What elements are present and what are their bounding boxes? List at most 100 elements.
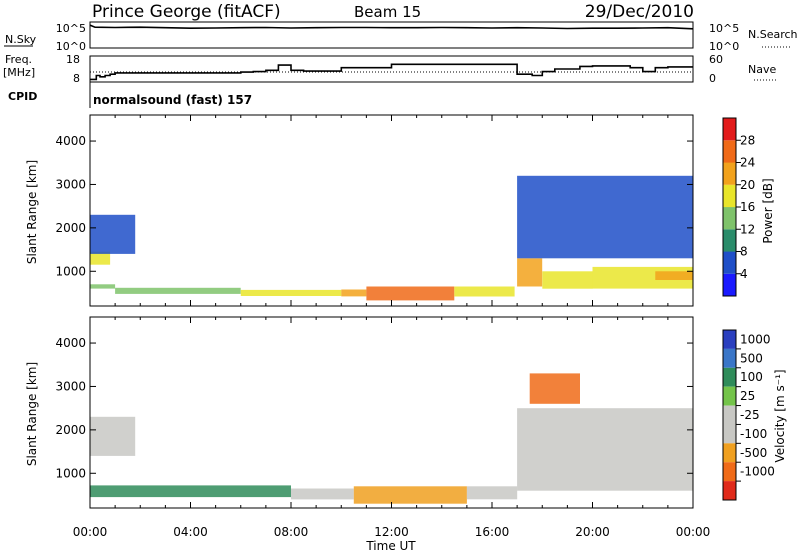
power-colorbar-tick-label: 24 [740, 156, 755, 170]
nsky-series-line [89, 24, 694, 30]
power-colorbar-segment [723, 251, 736, 274]
cpid-value: normalsound (fast) 157 [93, 93, 252, 107]
ytick-label: 1000 [55, 466, 86, 480]
xtick-label: 08:00 [274, 525, 309, 539]
power-xaxis-ticks [89, 115, 694, 306]
nave-tick-bottom: 0 [709, 72, 716, 85]
velocity-colorbar-segment [723, 424, 736, 444]
date-label: 29/Dec/2010 [585, 2, 694, 22]
xtick-label: 20:00 [575, 525, 610, 539]
velocity-heatmap [90, 373, 693, 504]
power-region [90, 214, 136, 254]
beam-label: Beam 15 [354, 3, 421, 21]
xaxis-label: Time UT [365, 539, 416, 553]
power-region [655, 271, 693, 280]
velocity-yaxis: 1000 2000 3000 4000 [55, 336, 693, 480]
power-colorbar-segment [723, 162, 736, 185]
velocity-colorbar-tick-label: -500 [740, 446, 767, 460]
power-colorbar-segment [723, 184, 736, 208]
velocity-colorbar-tick-label: 1000 [740, 332, 771, 346]
nsearch-label: N.Search [748, 28, 798, 41]
power-colorbar: 28 24 20 16 12 8 4 [722, 117, 755, 297]
power-region [517, 175, 693, 259]
power-colorbar-segment [723, 273, 736, 297]
velocity-region [466, 486, 518, 500]
nave-label: Nave [748, 63, 776, 76]
xtick-label: 00:00 [73, 525, 108, 539]
velocity-region [353, 486, 467, 504]
ytick-label: 3000 [55, 177, 86, 191]
power-colorbar-label: Power [dB] [761, 178, 775, 243]
xtick-label: 00:00 [676, 525, 711, 539]
nave-tick-top: 60 [709, 53, 723, 66]
power-region [542, 271, 593, 289]
velocity-colorbar-segment [723, 481, 736, 500]
cpid-label: CPID [8, 90, 37, 103]
velocity-colorbar-tick-label: -100 [740, 427, 767, 441]
power-region [454, 286, 515, 297]
velocity-colorbar-tick-label: -1000 [740, 465, 775, 479]
freq-unit-label: [MHz] [3, 66, 35, 79]
station-title: Prince George (fitACF) [92, 2, 281, 22]
freq-panel-frame [89, 55, 694, 83]
freq-tick-bottom: 8 [73, 72, 80, 85]
power-region [341, 289, 367, 297]
velocity-colorbar-segment [723, 405, 736, 425]
velocity-colorbar-label: Velocity [m s⁻¹] [773, 369, 787, 462]
power-region [517, 258, 543, 287]
power-colorbar-tick-label: 12 [740, 222, 755, 236]
freq-label: Freq. [5, 53, 32, 66]
velocity-colorbar-frame [722, 329, 737, 501]
power-region [90, 251, 111, 265]
power-colorbar-segment [723, 118, 736, 141]
power-heatmap [90, 175, 693, 301]
velocity-colorbar-tick-label: -25 [740, 408, 760, 422]
xtick-label: 12:00 [374, 525, 409, 539]
ytick-label: 3000 [55, 379, 86, 393]
velocity-colorbar-segment [723, 462, 736, 482]
velocity-region [90, 416, 136, 456]
power-colorbar-tick-label: 8 [740, 245, 748, 259]
power-colorbar-tick-label: 16 [740, 200, 755, 214]
time-axis-labels: 00:00 04:00 08:00 12:00 16:00 20:00 00:00 [73, 525, 711, 539]
freq-tick-top: 18 [66, 53, 80, 66]
power-colorbar-tick-label: 28 [740, 133, 755, 147]
power-colorbar-tick-label: 20 [740, 178, 755, 192]
xtick-label: 16:00 [475, 525, 510, 539]
velocity-colorbar: 1000 500 100 25 -25 -100 -500 -1000 [722, 329, 775, 501]
xtick-label: 04:00 [173, 525, 208, 539]
velocity-colorbar-segment [723, 367, 736, 387]
nsearch-tick-bottom: 10^0 [709, 40, 739, 53]
power-colorbar-segment [723, 140, 736, 163]
velocity-colorbar-segment [723, 348, 736, 368]
power-colorbar-segment [723, 229, 736, 252]
velocity-region [90, 485, 291, 498]
power-colorbar-segment [723, 207, 736, 230]
velocity-region [529, 373, 580, 404]
ytick-label: 1000 [55, 264, 86, 278]
ytick-label: 4000 [55, 134, 86, 148]
velocity-region [517, 408, 693, 491]
ytick-label: 4000 [55, 336, 86, 350]
nsky-tick-top: 10^5 [56, 22, 86, 35]
velocity-colorbar-tick-label: 100 [740, 370, 763, 384]
velocity-colorbar-segment [723, 386, 736, 406]
velocity-colorbar-tick-label: 25 [740, 389, 755, 403]
ytick-label: 2000 [55, 423, 86, 437]
power-region [90, 284, 116, 289]
nsearch-tick-top: 10^5 [709, 22, 739, 35]
power-region [240, 289, 342, 296]
power-region [366, 286, 455, 301]
power-yaxis: 1000 2000 3000 4000 [55, 134, 693, 278]
nsky-panel-frame [89, 21, 694, 49]
velocity-colorbar-tick-label: 500 [740, 351, 763, 365]
velocity-colorbar-segment [723, 330, 736, 349]
nsky-tick-bottom: 10^0 [56, 40, 86, 53]
velocity-xaxis-ticks [89, 317, 694, 508]
power-ylabel: Slant Range [km] [25, 160, 39, 264]
velocity-colorbar-segment [723, 443, 736, 463]
power-region [115, 287, 241, 294]
power-colorbar-tick-label: 4 [740, 267, 748, 281]
velocity-ylabel: Slant Range [km] [25, 362, 39, 466]
